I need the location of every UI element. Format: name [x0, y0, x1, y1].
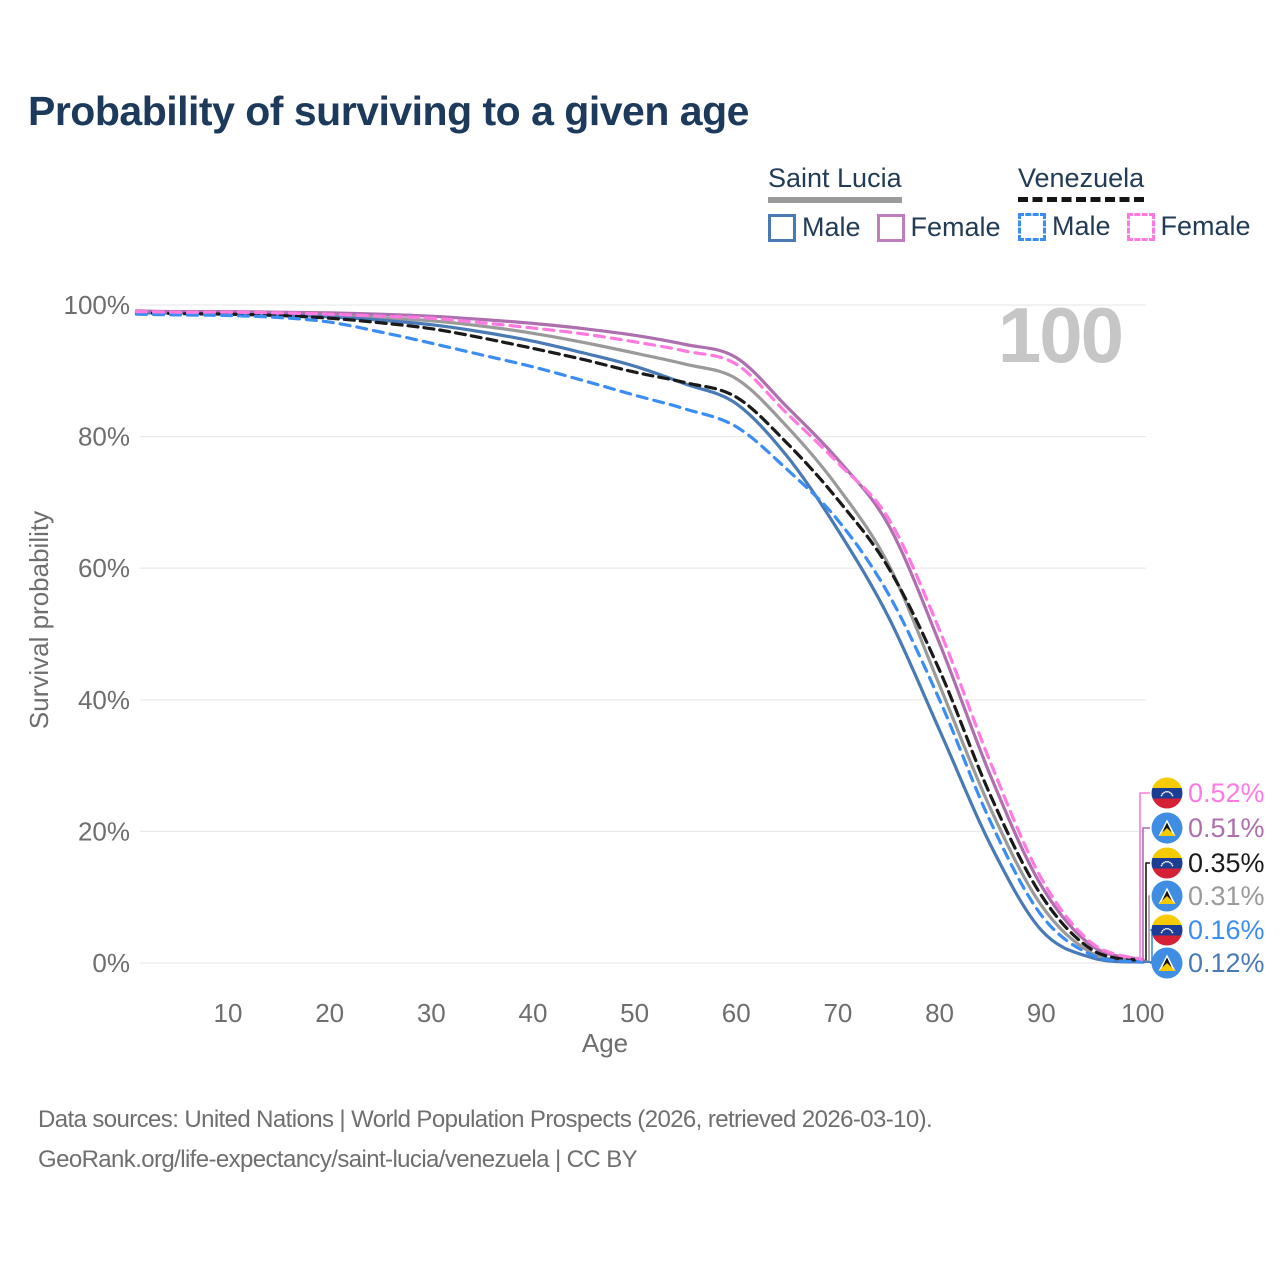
x-tick-label-10: 10	[214, 998, 243, 1028]
y-tick-label-20: 20%	[78, 816, 130, 846]
series-line-saint-lucia-male	[134, 311, 1145, 964]
end-label-row-saint-lucia-female: 0.51%	[1151, 811, 1265, 845]
x-axis-label: Age	[582, 1028, 628, 1058]
y-tick-label-100: 100%	[64, 290, 131, 320]
age-indicator-watermark: 100	[997, 291, 1124, 379]
series-line-saint-lucia	[134, 310, 1145, 963]
legend-label-venezuela-male: Male	[1052, 211, 1111, 241]
x-tick-label-50: 50	[620, 998, 649, 1028]
end-label-row-saint-lucia-male: 0.12%	[1151, 946, 1265, 980]
legend-title-saint-lucia[interactable]: Saint Lucia	[768, 163, 902, 203]
legend-group-saint-lucia: Saint Lucia Male Female	[768, 163, 1001, 243]
saint-lucia-flag-icon	[1151, 947, 1183, 979]
y-axis-label: Survival probability	[24, 511, 54, 729]
end-label-row-venezuela-male: 0.16%	[1151, 913, 1265, 947]
legend-item-saint-lucia-female[interactable]: Female	[876, 212, 1001, 243]
legend-item-venezuela-male[interactable]: Male	[1018, 211, 1111, 242]
venezuela-flag-icon	[1151, 847, 1183, 879]
x-tick-label-70: 70	[823, 998, 852, 1028]
x-tick-label-20: 20	[315, 998, 344, 1028]
x-tick-label-60: 60	[722, 998, 751, 1028]
venezuela-female-swatch-icon	[1126, 212, 1155, 241]
legend-item-saint-lucia-male[interactable]: Male	[768, 212, 861, 243]
end-label-row-saint-lucia: 0.31%	[1151, 879, 1265, 913]
x-tick-label-80: 80	[925, 998, 954, 1028]
x-tick-label-90: 90	[1027, 998, 1056, 1028]
saint-lucia-female-swatch-icon	[876, 213, 905, 242]
end-value-label: 0.35%	[1188, 847, 1265, 878]
source-text-line-2: GeoRank.org/life-expectancy/saint-lucia/…	[38, 1146, 638, 1173]
end-label-row-venezuela-female: 0.52%	[1151, 776, 1265, 810]
legend-item-venezuela-female[interactable]: Female	[1126, 211, 1251, 242]
end-label-row-venezuela: 0.35%	[1151, 846, 1265, 880]
venezuela-male-swatch-icon	[1018, 212, 1046, 241]
saint-lucia-flag-icon	[1151, 812, 1183, 844]
series-line-venezuela-female	[134, 310, 1145, 962]
end-value-label: 0.12%	[1188, 947, 1265, 978]
end-label-connector	[1143, 895, 1150, 962]
x-tick-label-30: 30	[417, 998, 446, 1028]
end-value-label: 0.31%	[1188, 880, 1265, 911]
legend-group-venezuela: Venezuela Male Female	[1018, 163, 1251, 242]
page-title: Probability of surviving to a given age	[28, 88, 749, 134]
legend-label-venezuela-female: Female	[1160, 211, 1251, 241]
series-line-venezuela	[134, 311, 1145, 963]
end-value-label: 0.51%	[1188, 812, 1265, 843]
end-label-connector	[1139, 792, 1150, 961]
series-line-saint-lucia-female	[134, 309, 1145, 962]
saint-lucia-male-swatch-icon	[768, 213, 796, 242]
venezuela-flag-icon	[1151, 777, 1183, 809]
series-line-venezuela-male	[134, 312, 1145, 964]
end-value-label: 0.16%	[1188, 914, 1265, 945]
source-text-line-1: Data sources: United Nations | World Pop…	[38, 1106, 933, 1133]
x-tick-label-100: 100	[1121, 998, 1164, 1028]
y-tick-label-60: 60%	[78, 553, 130, 583]
saint-lucia-flag-icon	[1151, 880, 1183, 912]
y-tick-label-40: 40%	[78, 685, 130, 715]
end-value-label: 0.52%	[1188, 777, 1265, 808]
legend-label-saint-lucia-female: Female	[910, 212, 1001, 242]
end-label-connector	[1142, 827, 1150, 960]
y-tick-label-80: 80%	[78, 422, 130, 452]
legend-title-venezuela[interactable]: Venezuela	[1018, 163, 1145, 202]
legend-label-saint-lucia-male: Male	[802, 212, 861, 242]
y-tick-label-0: 0%	[92, 948, 130, 978]
venezuela-flag-icon	[1151, 914, 1183, 946]
x-tick-label-40: 40	[518, 998, 547, 1028]
